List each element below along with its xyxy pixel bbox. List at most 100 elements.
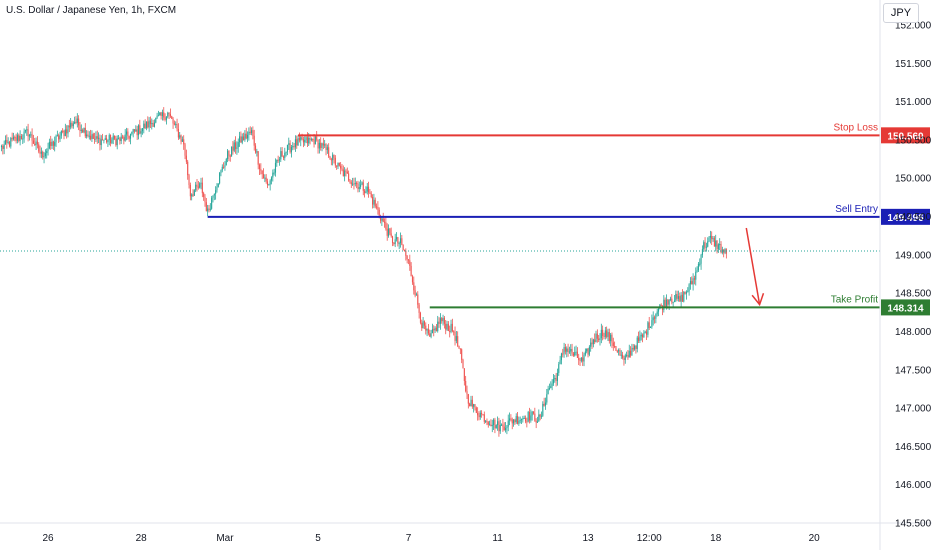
candle-body: [607, 332, 609, 337]
candle-body: [80, 129, 82, 131]
candle-body: [293, 146, 295, 148]
candle-body: [221, 166, 223, 171]
candle-body: [72, 123, 74, 127]
candle-body: [74, 121, 76, 124]
candle-body: [337, 162, 339, 167]
candle-body: [540, 415, 543, 417]
candle-body: [571, 348, 573, 354]
candle-body: [720, 244, 722, 253]
candle-body: [684, 292, 686, 294]
candle-body: [376, 206, 378, 208]
candle-body: [455, 336, 457, 341]
candle-body: [454, 332, 456, 341]
candle-body: [324, 144, 326, 146]
candle-body: [391, 236, 394, 243]
candle-body: [677, 296, 680, 299]
candle-body: [646, 331, 648, 335]
candle-body: [664, 299, 666, 308]
candle-body: [270, 177, 273, 181]
candle-body: [622, 354, 624, 358]
candle-body: [98, 137, 100, 139]
candle-body: [409, 260, 411, 266]
candle-body: [377, 206, 379, 210]
candle-body: [611, 334, 613, 343]
candle-body: [450, 323, 452, 332]
candle-body: [83, 127, 85, 133]
candle-body: [558, 364, 560, 373]
candle-body: [475, 407, 477, 413]
candle-body: [618, 350, 620, 352]
candle-body: [164, 117, 166, 120]
candle-body: [536, 421, 539, 423]
candle-body: [209, 208, 211, 210]
candle-body: [352, 183, 354, 185]
candle-body: [163, 112, 165, 118]
candle-body: [266, 181, 269, 186]
candle-body: [356, 183, 358, 185]
candle-body: [647, 322, 649, 335]
candle-body: [35, 141, 37, 146]
candle-body: [340, 165, 342, 169]
candle-body: [380, 215, 382, 221]
candle-body: [687, 291, 689, 293]
candle-body: [289, 143, 291, 153]
candle-body: [638, 337, 640, 341]
candle-body: [296, 139, 298, 146]
candle-body: [398, 243, 400, 245]
currency-selector[interactable]: JPY: [883, 3, 919, 23]
x-tick-label: 20: [809, 533, 821, 544]
candle-body: [117, 138, 120, 140]
candle-body: [314, 136, 316, 145]
candle-body: [86, 134, 88, 137]
candle-body: [94, 138, 96, 140]
candle-body: [104, 138, 106, 140]
candle-body: [187, 161, 189, 176]
candle-body: [365, 191, 367, 194]
candle-body: [207, 208, 209, 212]
candle-body: [341, 168, 343, 170]
candle-body: [300, 137, 302, 141]
candle-body: [91, 134, 93, 140]
candle-body: [712, 238, 714, 240]
candle-body: [717, 244, 719, 250]
candle-body: [502, 424, 504, 427]
candle-body: [24, 129, 26, 132]
candle-body: [715, 240, 717, 247]
candle-body: [364, 190, 366, 194]
candle-body: [245, 133, 247, 139]
candle-body: [107, 140, 109, 143]
candle-body: [423, 321, 425, 326]
candle-body: [491, 424, 493, 427]
candle-body: [630, 350, 632, 356]
candle-body: [516, 416, 519, 424]
candle-body: [626, 354, 628, 356]
candle-layer: [0, 107, 727, 437]
candle-body: [108, 135, 110, 141]
candle-body: [655, 314, 657, 319]
candle-body: [431, 329, 433, 334]
candle-body: [490, 424, 492, 427]
candle-body: [411, 276, 414, 283]
take-profit-price-tag: [881, 299, 930, 316]
candle-body: [90, 135, 92, 140]
candle-body: [635, 345, 637, 349]
candle-body: [493, 419, 495, 425]
candle-body: [167, 112, 169, 117]
candle-body: [131, 131, 133, 134]
candle-body: [30, 134, 32, 136]
candle-body: [546, 394, 548, 403]
candle-body: [413, 282, 415, 291]
y-tick-label: 145.500: [895, 519, 932, 530]
candle-body: [430, 333, 432, 337]
candle-body: [509, 418, 511, 421]
candle-body: [685, 291, 687, 294]
candle-body: [482, 414, 484, 416]
candle-body: [721, 249, 723, 253]
candle-body: [203, 193, 205, 197]
candle-body: [161, 112, 163, 116]
candle-body: [415, 294, 418, 296]
candle-body: [27, 129, 29, 137]
candle-body: [31, 134, 33, 141]
